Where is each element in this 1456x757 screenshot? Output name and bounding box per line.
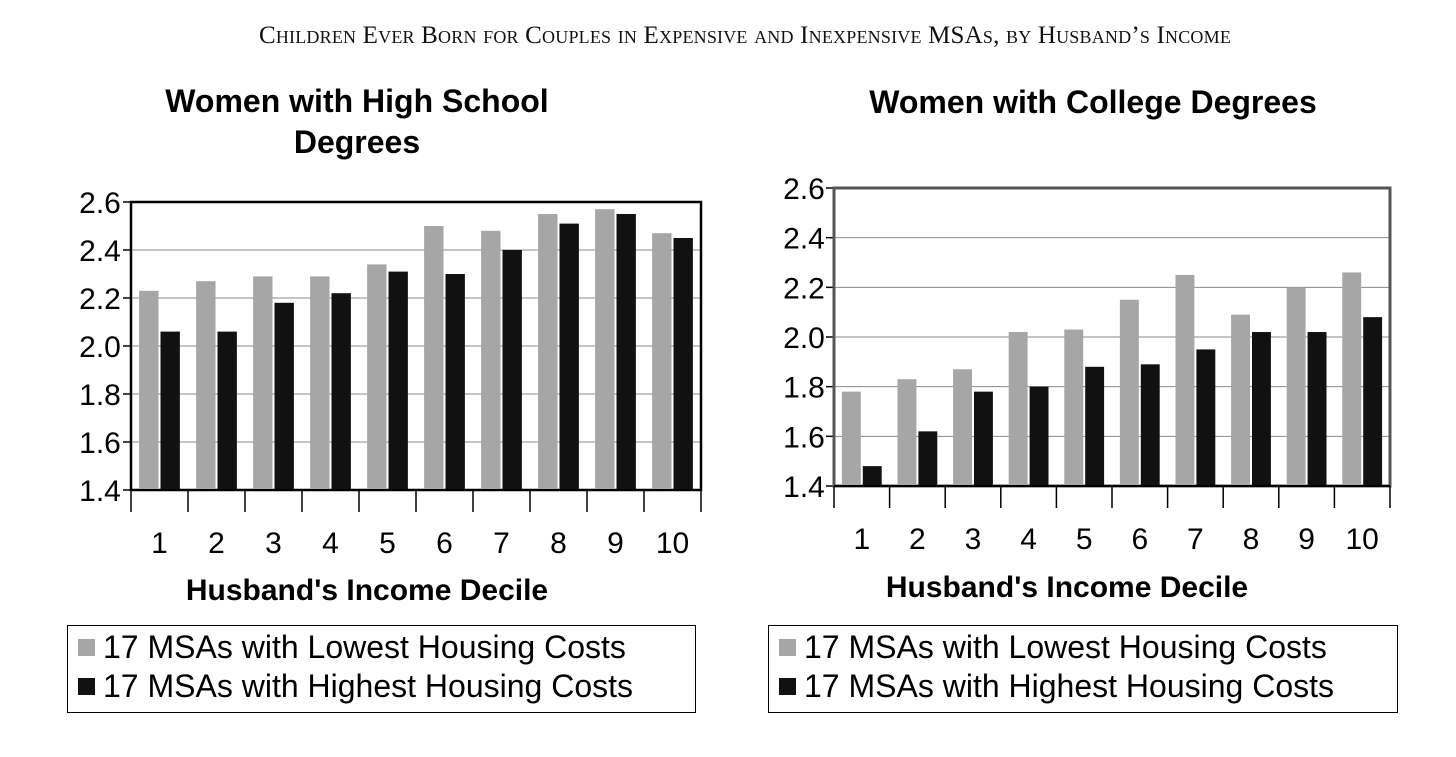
legend-item-high-cost: 17 MSAs with Highest Housing Costs	[779, 667, 1387, 706]
bar-high-cost	[1140, 364, 1160, 486]
bar-low-cost	[253, 276, 273, 490]
x-tick-label: 1	[853, 523, 870, 556]
legend-label-low-cost: 17 MSAs with Lowest Housing Costs	[804, 629, 1327, 665]
bar-low-cost	[1064, 329, 1084, 486]
bar-high-cost	[160, 331, 180, 490]
x-tick-label: 7	[493, 527, 510, 560]
x-tick-label: 9	[607, 527, 624, 560]
bar-high-cost	[1029, 386, 1049, 486]
chart-title-line: Degrees	[294, 124, 420, 160]
bar-low-cost	[424, 226, 444, 490]
legend-high-school: 17 MSAs with Lowest Housing Costs 17 MSA…	[67, 625, 696, 713]
bar-low-cost	[196, 281, 216, 490]
legend-label-low-cost: 17 MSAs with Lowest Housing Costs	[103, 629, 626, 665]
x-tick-label: 6	[436, 527, 453, 560]
bar-low-cost	[1286, 287, 1306, 486]
bar-high-cost	[445, 274, 465, 490]
bar-low-cost	[595, 209, 615, 490]
chart-title: Women with College Degrees	[869, 84, 1317, 120]
legend-swatch-low-cost	[779, 639, 796, 656]
bar-low-cost	[953, 369, 972, 486]
x-tick-label: 5	[1076, 523, 1093, 556]
x-tick-label: 7	[1187, 523, 1204, 556]
bar-low-cost	[1008, 332, 1028, 486]
y-tick-label: 2.4	[783, 223, 825, 256]
bar-low-cost	[897, 379, 917, 486]
bar-high-cost	[1085, 366, 1105, 486]
bar-low-cost	[1342, 272, 1362, 486]
bar-high-cost	[1196, 349, 1216, 486]
bar-low-cost	[1119, 299, 1139, 486]
x-tick-label: 6	[1131, 523, 1148, 556]
y-tick-label: 2.4	[79, 235, 121, 268]
y-tick-label: 2.2	[79, 283, 121, 316]
y-tick-label: 2.0	[783, 322, 825, 355]
bar-high-cost	[1307, 332, 1327, 486]
x-tick-label: 2	[909, 523, 926, 556]
bar-high-cost	[217, 331, 237, 490]
bar-low-cost	[367, 264, 387, 490]
bar-high-cost	[673, 238, 693, 490]
chart-title: Women with High School Degrees	[165, 83, 548, 160]
legend-item-low-cost: 17 MSAs with Lowest Housing Costs	[78, 628, 685, 667]
chart-title-line: Women with College Degrees	[869, 84, 1317, 120]
y-tick-label: 1.8	[783, 372, 825, 405]
bar-high-cost	[1252, 332, 1271, 486]
legend-college: 17 MSAs with Lowest Housing Costs 17 MSA…	[768, 625, 1398, 713]
x-tick-label: 8	[550, 527, 567, 560]
bar-low-cost	[538, 214, 558, 490]
bar-low-cost	[1231, 314, 1250, 486]
x-axis-label: Husband's Income Decile	[186, 574, 548, 607]
bar-high-cost	[331, 293, 351, 490]
legend-item-high-cost: 17 MSAs with Highest Housing Costs	[78, 667, 685, 706]
legend-label-high-cost: 17 MSAs with Highest Housing Costs	[103, 668, 633, 704]
bar-low-cost	[481, 230, 501, 491]
y-tick-label: 1.4	[783, 471, 825, 504]
bar-low-cost	[310, 276, 330, 490]
y-tick-label: 1.6	[783, 421, 825, 454]
bar-high-cost	[1363, 317, 1383, 486]
x-tick-label: 3	[965, 523, 982, 556]
x-tick-label: 1	[151, 527, 168, 560]
legend-swatch-high-cost	[78, 678, 95, 695]
bar-low-cost	[652, 233, 672, 490]
x-tick-label: 4	[322, 527, 339, 560]
x-axis-label: Husband's Income Decile	[886, 571, 1248, 604]
chart-title-line: Women with High School	[165, 83, 548, 119]
y-tick-label: 2.6	[783, 173, 825, 206]
x-tick-label: 5	[379, 527, 396, 560]
bar-high-cost	[388, 271, 408, 490]
legend-label-high-cost: 17 MSAs with Highest Housing Costs	[804, 668, 1334, 704]
bar-low-cost	[1175, 274, 1195, 486]
y-tick-label: 2.6	[79, 187, 121, 220]
y-tick-label: 1.6	[79, 427, 121, 460]
page-title: Children Ever Born for Couples in Expens…	[258, 22, 1232, 49]
bar-high-cost	[918, 431, 938, 486]
legend-item-low-cost: 17 MSAs with Lowest Housing Costs	[779, 628, 1387, 667]
x-tick-label: 10	[656, 527, 689, 560]
bar-high-cost	[502, 250, 522, 490]
bar-high-cost	[559, 223, 579, 490]
bar-high-cost	[274, 302, 294, 490]
y-tick-label: 1.8	[79, 379, 121, 412]
bar-high-cost	[616, 214, 636, 490]
x-tick-label: 9	[1298, 523, 1315, 556]
y-tick-label: 1.4	[79, 475, 121, 508]
y-tick-label: 2.0	[79, 331, 121, 364]
bar-low-cost	[139, 290, 159, 490]
y-tick-label: 2.2	[783, 272, 825, 305]
bar-high-cost	[974, 391, 993, 486]
x-tick-label: 10	[1346, 523, 1379, 556]
bar-low-cost	[841, 391, 861, 486]
x-tick-label: 8	[1243, 523, 1260, 556]
x-tick-label: 3	[265, 527, 282, 560]
legend-swatch-low-cost	[78, 639, 95, 656]
x-tick-label: 2	[208, 527, 225, 560]
bar-high-cost	[862, 466, 882, 486]
legend-swatch-high-cost	[779, 678, 796, 695]
x-tick-label: 4	[1020, 523, 1037, 556]
